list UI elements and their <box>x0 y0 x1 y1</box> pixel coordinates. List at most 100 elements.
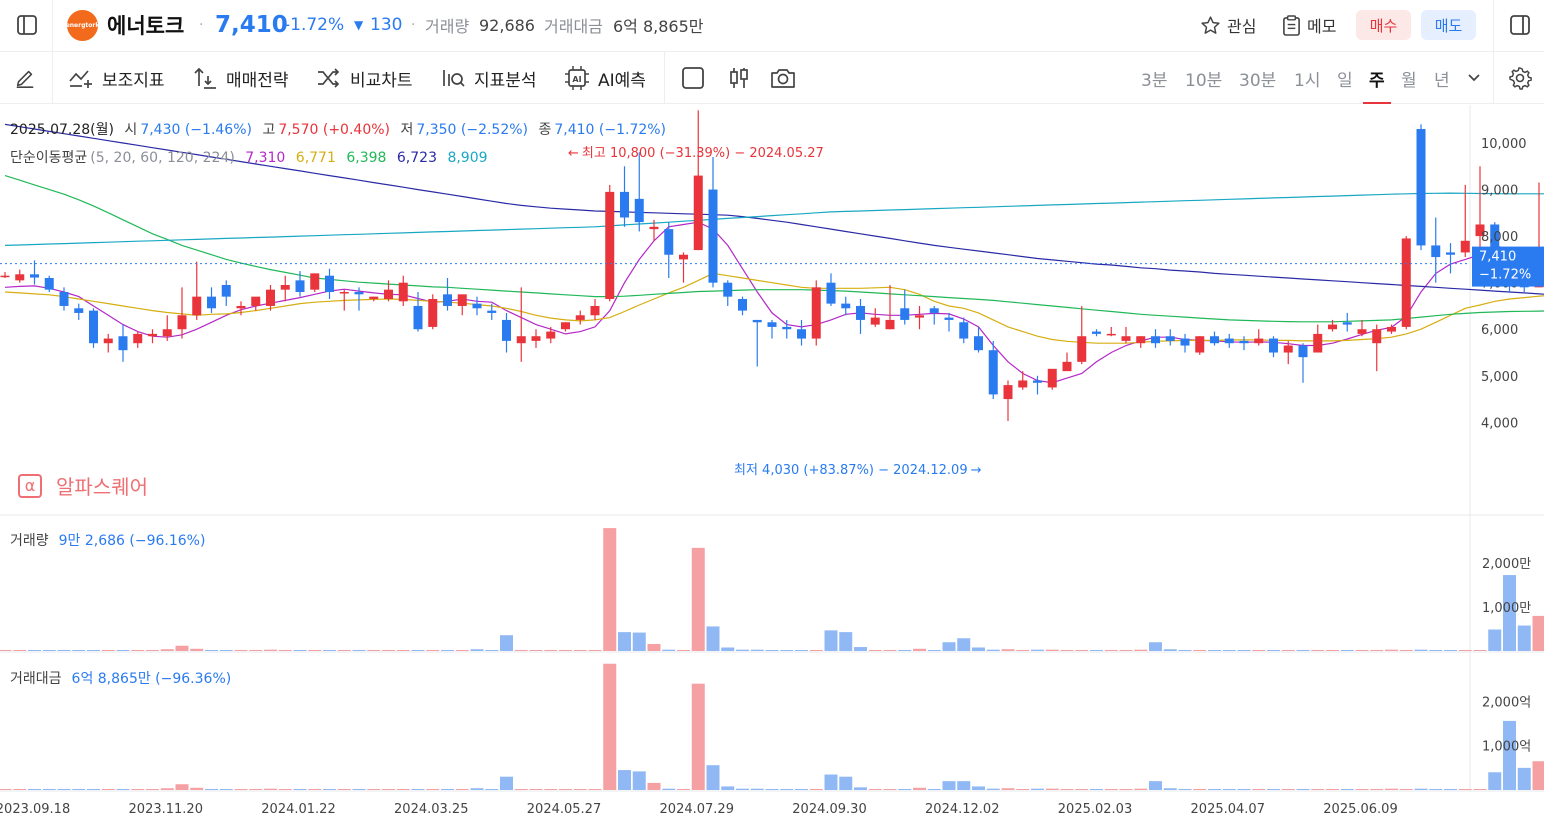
low-marker-text: 최저 4,030 (+83.87%) − 2024.12.09 <box>734 463 968 478</box>
timeframe-10min[interactable]: 10분 <box>1185 70 1223 91</box>
price-chart[interactable]: 4,0005,0006,0007,0008,0009,00010,00011,0… <box>0 105 1544 818</box>
amount-bar <box>1532 761 1544 790</box>
timeframe-week[interactable]: 주 <box>1363 52 1391 104</box>
candle-body <box>974 336 983 351</box>
timeframe-3min[interactable]: 3분 <box>1141 70 1168 91</box>
timeframe-day[interactable]: 일 <box>1337 70 1353 91</box>
candle-body <box>929 308 939 313</box>
watchlist-button[interactable]: 관심 <box>1200 0 1256 50</box>
volume-bar <box>839 632 853 651</box>
volume-bar <box>1119 650 1133 651</box>
amount-bar <box>603 663 617 790</box>
volume-bar <box>367 650 381 651</box>
buy-button[interactable]: 매수 <box>1356 10 1411 40</box>
candle-body <box>192 296 202 316</box>
star-icon <box>1201 15 1220 34</box>
amount-bar <box>868 789 882 790</box>
candle-body <box>1372 329 1382 344</box>
volume-bar <box>131 650 145 651</box>
amount-bar <box>1399 789 1413 790</box>
date-tick-label: 2024.05.27 <box>527 802 601 817</box>
volume-bar <box>1532 615 1544 651</box>
down-triangle-icon: ▼ <box>354 18 364 32</box>
volume-bar <box>1370 650 1384 651</box>
memo-button[interactable]: 메모 <box>1282 0 1336 50</box>
moving-average-legend[interactable]: 단순이동평균 (5, 20, 60, 120, 224) 7,310 6,771 … <box>10 147 494 167</box>
amount-bar <box>662 788 676 790</box>
candle-body <box>1092 331 1101 334</box>
volume-bar <box>1104 650 1118 651</box>
volume-bar <box>500 635 513 651</box>
sidebar-toggle-button[interactable] <box>12 11 42 39</box>
amount-bar <box>411 789 425 790</box>
amount-bar <box>1075 789 1089 790</box>
clipboard-icon <box>1283 14 1300 36</box>
compare-chart-button[interactable]: 비교차트 <box>316 52 413 104</box>
amount-bar <box>913 787 926 790</box>
timeframe-1hour[interactable]: 1시 <box>1294 70 1321 91</box>
candle-body <box>797 329 806 339</box>
volume-bar <box>706 626 720 651</box>
volume-bar <box>116 650 130 651</box>
volume-bar <box>750 649 764 651</box>
amount-bar <box>529 789 543 790</box>
screenshot-button[interactable] <box>768 64 798 92</box>
volume-bar <box>278 650 292 651</box>
amount-bar <box>1503 720 1516 790</box>
volume-tick-label: 1,000만 <box>1482 601 1531 616</box>
amount-tick-label: 1,000억 <box>1482 740 1531 755</box>
volume-bar <box>396 650 410 651</box>
chart-settings-button[interactable] <box>1505 64 1535 92</box>
amount-bar <box>382 789 395 790</box>
volume-bar <box>691 547 705 651</box>
timeframe-month[interactable]: 월 <box>1401 70 1417 91</box>
amount-bar <box>1178 789 1192 790</box>
volume-bar <box>1399 650 1413 651</box>
volume-bar <box>1326 650 1339 651</box>
volume-bar <box>382 650 395 651</box>
indicator-analysis-button[interactable]: 지표분석 <box>440 52 537 104</box>
candle-body <box>1298 345 1308 358</box>
amount-bar <box>264 788 277 790</box>
volume-bar <box>1473 650 1487 651</box>
candle-body <box>1342 322 1352 325</box>
panel-toggle-button[interactable] <box>1505 11 1535 39</box>
sell-button[interactable]: 매도 <box>1421 10 1476 40</box>
candle-body <box>162 329 172 337</box>
timeframe-30min[interactable]: 30분 <box>1239 70 1277 91</box>
ma224-value: 8,909 <box>447 150 488 166</box>
amount-bar <box>175 784 189 790</box>
volume-bar <box>1355 650 1369 651</box>
candle-body <box>1475 224 1485 237</box>
amount-panel-label: 거래대금 <box>10 671 62 687</box>
ai-prediction-button[interactable]: AI AI예측 <box>564 52 646 104</box>
draw-tool-button[interactable] <box>10 64 40 92</box>
amount-bar <box>898 789 912 790</box>
chart-type-button[interactable] <box>724 64 754 92</box>
candle-body <box>1357 329 1367 334</box>
amount-bar <box>1473 789 1487 790</box>
stock-name[interactable]: 에너토크 <box>107 14 185 38</box>
ma60-line <box>4 175 1544 323</box>
candle-body <box>0 275 10 278</box>
indicators-button[interactable]: 보조지표 <box>68 52 165 104</box>
candle-body <box>148 333 157 337</box>
volume-bar <box>1031 649 1044 651</box>
candle-body <box>767 322 777 327</box>
volume-bar <box>986 649 1000 651</box>
volume-bar <box>1340 650 1354 651</box>
timeframe-year[interactable]: 년 <box>1434 70 1450 91</box>
candle-body <box>1416 129 1426 246</box>
amount-bar <box>1326 789 1339 790</box>
volume-bar <box>146 650 159 651</box>
price-tick-label: 8,000 <box>1481 230 1518 245</box>
volume-bar <box>677 650 690 651</box>
volume-bar <box>1444 650 1457 651</box>
volume-bar <box>175 645 189 651</box>
strategy-button[interactable]: 매매전략 <box>192 52 289 104</box>
chart-layout-button[interactable] <box>678 64 708 92</box>
amount-bar <box>57 789 71 790</box>
candle-body <box>236 305 246 309</box>
timeframe-dropdown-button[interactable] <box>1464 68 1484 88</box>
strategy-label: 매매전략 <box>226 70 289 91</box>
